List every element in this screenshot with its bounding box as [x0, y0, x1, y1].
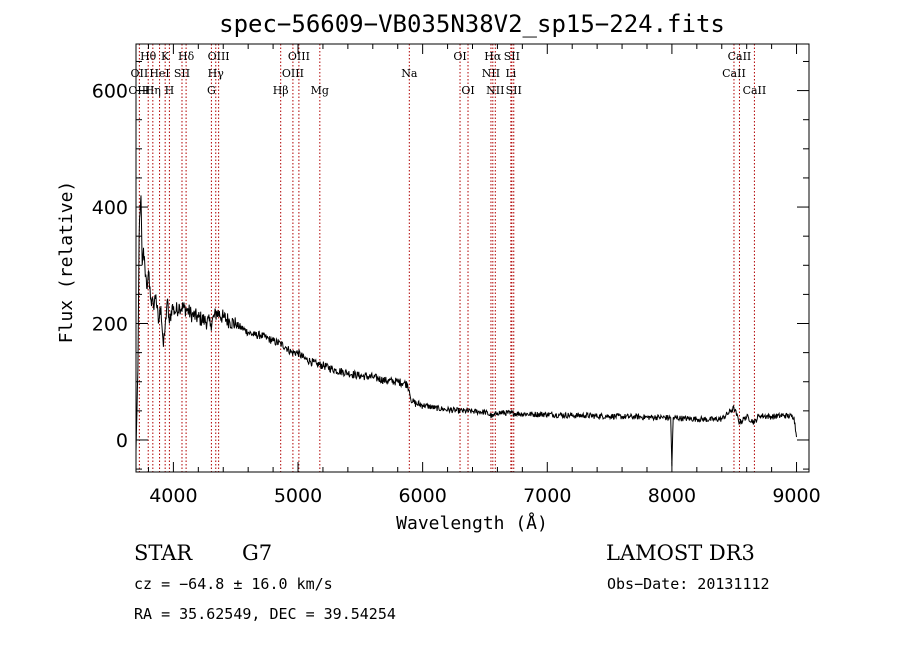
observation-date: Obs−Date: 20131112: [607, 575, 770, 593]
spectral-line-label: OI: [461, 84, 474, 97]
spectrum-series-line: [135, 195, 797, 467]
spectral-line-label: NII: [486, 84, 504, 97]
x-tick-label: 8000: [648, 485, 696, 507]
chart-title: spec−56609−VB035N38V2_sp15−224.fits: [219, 10, 725, 38]
x-axis-ticks: 4000 5000 6000 7000 8000 9000: [147, 44, 821, 507]
spectral-line-label: Hγ: [208, 67, 225, 80]
spectral-line-label: CaII: [743, 84, 767, 97]
object-class: STAR: [134, 541, 193, 565]
coordinates: RA = 35.62549, DEC = 39.54254: [134, 605, 396, 623]
redshift-value: cz = −64.8 ± 16.0 km/s: [134, 575, 333, 593]
y-tick-label: 200: [92, 314, 128, 336]
plot-area: [135, 44, 797, 472]
spectral-line-label: Hα: [484, 50, 502, 63]
spectral-line-label: CaII: [728, 50, 752, 63]
spectral-line-label: Li: [505, 67, 516, 80]
spectral-line-label: Mg: [311, 84, 329, 97]
spectral-line-label: OIII: [282, 67, 304, 80]
spectral-line-label: SII: [506, 84, 522, 97]
spectral-line-label: Hη: [145, 84, 161, 97]
x-axis-title: Wavelength (Å): [396, 512, 548, 534]
spectral-line-label: OII: [131, 67, 149, 80]
survey-name: LAMOST DR3: [606, 541, 755, 565]
spectral-line-label: H: [165, 84, 175, 97]
spectral-line-label: Hδ: [178, 50, 195, 63]
spectral-line-label: Hβ: [273, 84, 289, 97]
spectral-line-label: SII: [504, 50, 520, 63]
x-tick-label: 9000: [772, 485, 820, 507]
spectral-line-label: OIII: [208, 50, 230, 63]
x-tick-label: 6000: [398, 485, 446, 507]
x-tick-label: 5000: [274, 485, 322, 507]
spectral-line-label: OI: [453, 50, 466, 63]
y-axis-ticks: 0 200 400 600: [92, 60, 809, 470]
y-tick-label: 600: [92, 81, 128, 103]
spectral-line-label: HeI: [149, 67, 169, 80]
plot-frame: [135, 43, 810, 473]
spectral-line-label: G: [207, 84, 216, 97]
spectral-line-label: SII: [174, 67, 190, 80]
y-axis-title: Flux (relative): [56, 181, 77, 344]
spectral-line-label: NII: [482, 67, 500, 80]
object-subclass: G7: [242, 541, 272, 565]
y-tick-label: 0: [116, 430, 128, 452]
x-tick-label: 7000: [523, 485, 571, 507]
x-tick-label: 4000: [149, 485, 197, 507]
spectral-line-label: Hθ: [140, 50, 157, 63]
spectral-line-label: Na: [401, 67, 418, 80]
spectral-line-label: K: [161, 50, 170, 63]
y-tick-label: 400: [92, 197, 128, 219]
spectral-line-label: CaII: [722, 67, 746, 80]
spectral-line-label: OIII: [288, 50, 310, 63]
spectral-line-markers: [138, 44, 755, 472]
spectral-line-label: OIII: [128, 84, 150, 97]
spectral-line-labels: Hθ OII OIII K HeI Hη Hδ SII H OIII Hγ G OIII OIII Hβ Mg…: [128, 50, 766, 97]
